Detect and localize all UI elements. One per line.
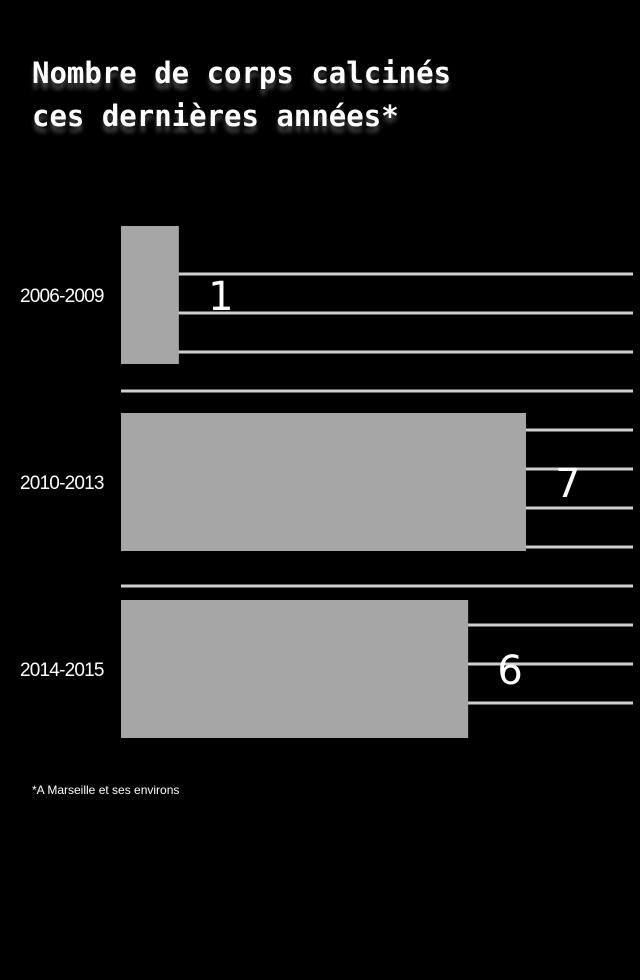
bar-2014-2015 bbox=[121, 600, 469, 738]
bar-2006-2009 bbox=[121, 226, 179, 364]
value-label-2006-2009: 1 bbox=[208, 274, 233, 320]
category-label-2010-2013: 2010-2013 bbox=[20, 473, 104, 494]
chart-title: Nombre de corps calcinés ces dernières a… bbox=[32, 52, 632, 138]
chart-title-line-2: ces dernières années* bbox=[32, 99, 399, 133]
value-label-2014-2015: 6 bbox=[497, 648, 522, 694]
value-label-2010-2013: 7 bbox=[555, 461, 580, 507]
chart-title-line-1: Nombre de corps calcinés bbox=[32, 56, 452, 90]
chart-footnote: *A Marseille et ses environs bbox=[32, 783, 180, 797]
category-label-2014-2015: 2014-2015 bbox=[20, 660, 104, 681]
bar-2010-2013 bbox=[121, 413, 526, 551]
category-label-2006-2009: 2006-2009 bbox=[20, 286, 104, 307]
